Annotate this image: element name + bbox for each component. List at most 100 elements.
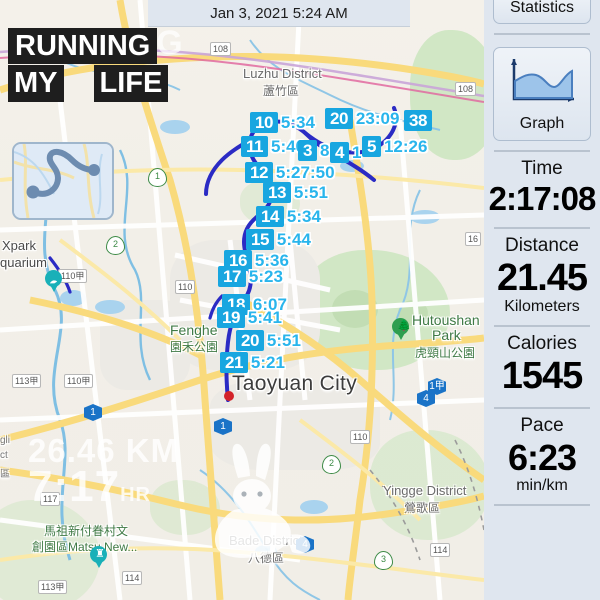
road-shield: 113甲 bbox=[12, 374, 42, 388]
highway-shield: 1 bbox=[84, 404, 102, 421]
km-marker[interactable]: 10 5:34 bbox=[250, 112, 315, 133]
km-marker[interactable]: 20 23:09 bbox=[325, 108, 399, 129]
logo-my: MY bbox=[14, 67, 58, 99]
km-marker[interactable]: 38 bbox=[404, 110, 432, 131]
km-marker[interactable]: 19 5:41 bbox=[217, 307, 282, 328]
province-route-shield: 2 bbox=[106, 236, 125, 255]
stat-time: Time 2:17:08 bbox=[487, 152, 597, 218]
map-label: 鶯歌區 bbox=[404, 501, 441, 515]
map-water bbox=[160, 120, 190, 134]
graph-button-label: Graph bbox=[519, 115, 565, 132]
bunny-logo-watermark bbox=[186, 440, 336, 560]
road-shield: 16 bbox=[465, 232, 482, 246]
km-marker[interactable]: 17 5:23 bbox=[218, 266, 283, 287]
km-marker-number: 21 bbox=[220, 352, 248, 373]
highway-shield: 1甲 bbox=[428, 378, 446, 395]
map-label: 園禾公園 bbox=[170, 340, 219, 354]
map-label: 虎頸山公園 bbox=[415, 346, 476, 360]
map-label: Xpark bbox=[2, 238, 36, 253]
km-marker-split: 1 bbox=[351, 143, 362, 162]
stat-pace: Pace 6:23 min/km bbox=[487, 409, 597, 495]
km-marker[interactable]: 5 12:26 bbox=[362, 136, 427, 157]
km-marker-split: 5:21 bbox=[250, 353, 285, 372]
map-label: Hutoushan bbox=[412, 312, 480, 328]
km-marker[interactable]: 21 5:21 bbox=[220, 352, 285, 373]
panel-divider bbox=[494, 33, 590, 35]
stat-calories: Calories 1545 bbox=[487, 327, 597, 398]
panel-divider bbox=[494, 407, 590, 409]
km-marker[interactable]: 15 5:44 bbox=[246, 229, 311, 250]
activity-datetime: Jan 3, 2021 5:24 AM bbox=[210, 4, 348, 22]
logo-life: LIFE bbox=[99, 67, 163, 99]
map-water bbox=[300, 500, 328, 514]
km-marker-split: 5:51 bbox=[266, 331, 301, 350]
km-marker-number: 38 bbox=[404, 110, 432, 131]
map-label: 創園區Matsu New... bbox=[32, 540, 138, 554]
stat-calories-title: Calories bbox=[507, 333, 577, 354]
stat-distance-unit: Kilometers bbox=[504, 298, 580, 315]
km-marker-split: 5:23 bbox=[248, 267, 283, 286]
stat-pace-title: Pace bbox=[520, 415, 564, 436]
map-label: Luzhu District bbox=[243, 66, 322, 81]
map-label: 馬祖新付眷村文 bbox=[44, 524, 129, 538]
km-marker-number: 15 bbox=[246, 229, 274, 250]
road-shield: 110甲 bbox=[58, 269, 88, 283]
province-route-shield: 3 bbox=[374, 551, 393, 570]
km-marker[interactable]: 14 5:34 bbox=[256, 206, 321, 227]
road-shield: 114 bbox=[122, 571, 143, 585]
stat-calories-value: 1545 bbox=[501, 355, 584, 397]
stat-time-value: 2:17:08 bbox=[488, 180, 597, 217]
xpark-aquarium-pin[interactable] bbox=[45, 270, 62, 292]
map-label: Yingge District bbox=[383, 483, 467, 498]
road-shield: 114 bbox=[430, 543, 451, 557]
km-marker-number: 14 bbox=[256, 206, 284, 227]
stat-pace-value: 6:23 bbox=[507, 437, 577, 478]
km-marker[interactable]: 11 5:40 bbox=[241, 136, 305, 157]
road-shield: 110甲 bbox=[64, 374, 94, 388]
province-route-shield: 2 bbox=[322, 455, 341, 474]
km-marker[interactable]: 20 5:51 bbox=[236, 330, 301, 351]
panel-divider bbox=[494, 227, 590, 229]
stat-distance-title: Distance bbox=[505, 235, 579, 256]
hutoushan-park-pin[interactable]: 🌲 bbox=[392, 318, 411, 340]
map-canvas[interactable]: Luzhu District 蘆竹區 Xpark quarium Fenghe 園禾公園 H… bbox=[0, 0, 484, 600]
km-marker[interactable]: 13 5:51 bbox=[263, 182, 328, 203]
km-marker[interactable]: 12 5:27:50 bbox=[245, 162, 335, 183]
graph-button[interactable]: Graph bbox=[493, 47, 591, 141]
running-my-life-logo: RUNNING RUNNING MY LIFE bbox=[8, 24, 183, 102]
matsu-village-pin[interactable]: ♜ bbox=[90, 546, 107, 568]
statistics-button[interactable]: Statistics bbox=[493, 0, 591, 24]
map-label: Park bbox=[432, 327, 461, 343]
stat-distance: Distance 21.45 Kilometers bbox=[487, 229, 597, 316]
road-shield: 110 bbox=[175, 280, 196, 294]
km-marker-number: 16 bbox=[224, 250, 252, 271]
title-bar: Jan 3, 2021 5:24 AM bbox=[148, 0, 410, 27]
km-marker-split: 5:34 bbox=[280, 113, 315, 132]
panel-divider bbox=[494, 504, 590, 506]
route-overview-inset[interactable] bbox=[12, 142, 114, 220]
road-shield: 113甲 bbox=[38, 580, 68, 594]
map-label: 蘆竹區 bbox=[263, 84, 300, 98]
km-marker[interactable]: 16 5:36 bbox=[224, 250, 289, 271]
km-marker-split: 5:40 bbox=[270, 137, 306, 156]
stat-distance-value: 21.45 bbox=[496, 257, 588, 299]
km-marker-split: 5:51 bbox=[293, 183, 328, 202]
stat-time-title: Time bbox=[521, 158, 563, 179]
province-route-shield: 1 bbox=[148, 168, 167, 187]
highway-shield: 4 bbox=[417, 390, 435, 407]
km-marker-number: 5 bbox=[362, 136, 381, 157]
highway-shield: 1 bbox=[214, 418, 232, 435]
km-marker-split: 6:07 bbox=[252, 295, 287, 314]
km-marker-number: 4 bbox=[330, 142, 349, 163]
map-label: Fenghe bbox=[170, 322, 218, 338]
stats-panel: Statistics Graph Time 2:17:08 Distance bbox=[484, 0, 600, 600]
km-marker-number: 17 bbox=[218, 266, 246, 287]
km-marker-number: 13 bbox=[263, 182, 291, 203]
panel-divider bbox=[494, 150, 590, 152]
logo-line1: RUNNING bbox=[8, 28, 158, 64]
km-marker-number: 20 bbox=[236, 330, 264, 351]
logo-line2: MY LIFE bbox=[8, 65, 169, 102]
map-label: quarium bbox=[0, 255, 47, 270]
road-shield: 108 bbox=[210, 42, 232, 56]
